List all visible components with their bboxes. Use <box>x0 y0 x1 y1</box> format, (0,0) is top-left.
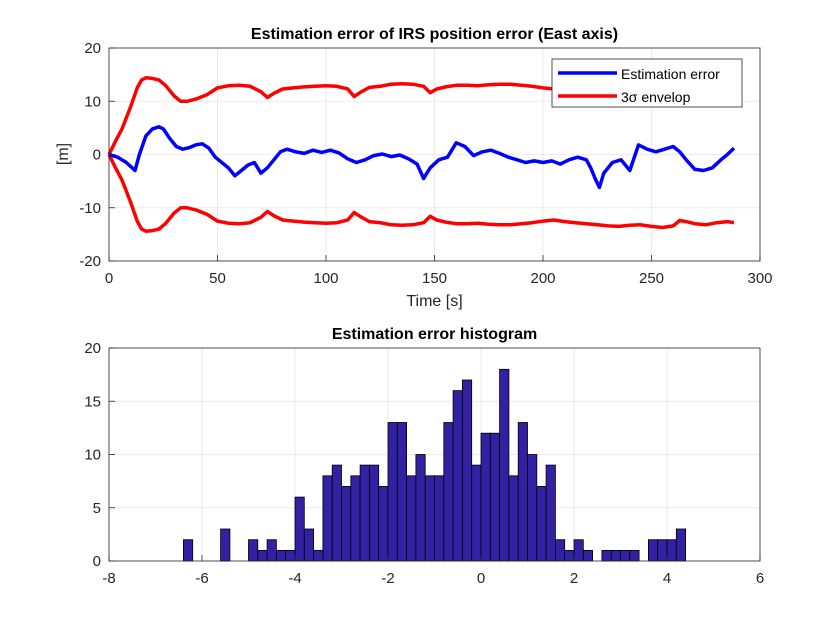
x-tick-label: 0 <box>105 270 113 287</box>
y-axis-label: [m] <box>55 143 72 165</box>
histogram-bar <box>499 368 510 562</box>
histogram-bar <box>331 464 342 562</box>
time-series-chart: 0 50 100 150 200 250 300 -20 -10 0 10 20 Estimation… <box>55 26 773 310</box>
histogram-bar <box>601 550 612 562</box>
histogram-bar <box>378 485 389 562</box>
histogram-bar <box>275 550 287 562</box>
x-tick-label: 100 <box>313 270 338 287</box>
x-axis-label: Time [s] <box>406 293 462 310</box>
x-tick-label: 50 <box>209 270 226 287</box>
tick-labels: -8 -6 -4 -2 0 2 4 6 0 5 10 15 20 <box>84 340 764 587</box>
histogram-bar <box>508 475 519 562</box>
histogram-bar <box>620 550 631 562</box>
histogram-bar <box>303 528 314 562</box>
x-tick-label: 250 <box>639 270 664 287</box>
histogram-bar <box>657 539 668 562</box>
legend-label-envelope: 3σ envelop <box>621 89 691 105</box>
x-tick-label: -8 <box>102 570 115 587</box>
x-tick-label: 4 <box>663 570 671 587</box>
chart-title: Estimation error of IRS position error (… <box>251 26 618 43</box>
legend-label-estimation-error: Estimation error <box>621 66 720 82</box>
x-tick-label: 6 <box>756 570 764 587</box>
x-tick-label: 150 <box>422 270 447 287</box>
y-tick-label: 0 <box>93 147 101 164</box>
histogram-bar <box>220 528 231 562</box>
estimation-error-line <box>108 125 736 190</box>
histogram-bar <box>582 550 593 562</box>
x-tick-label: -6 <box>195 570 208 587</box>
x-tick-label: 0 <box>477 570 485 587</box>
histogram-bar <box>564 550 575 562</box>
y-tick-label: -20 <box>79 253 101 270</box>
histogram-bar <box>406 475 417 562</box>
x-tick-label: -2 <box>381 570 394 587</box>
envelope-lower-line <box>107 153 735 233</box>
histogram-bar <box>266 539 277 562</box>
histogram-bar <box>527 454 538 562</box>
histogram-bar <box>461 379 473 562</box>
x-tick-label: 300 <box>747 270 772 287</box>
legend: Estimation error 3σ envelop <box>551 58 743 108</box>
histogram-bar <box>629 550 640 562</box>
histogram-bar <box>341 485 352 562</box>
histogram-bar <box>573 539 584 562</box>
histogram-bar <box>545 464 556 562</box>
histogram-bar <box>313 550 324 562</box>
histogram-bar <box>555 539 566 562</box>
y-tick-label: 5 <box>93 500 101 517</box>
histogram-bar <box>350 475 361 562</box>
histogram-bar <box>517 422 528 562</box>
histogram-bar <box>675 528 686 562</box>
y-tick-label: 20 <box>84 340 101 357</box>
histogram-bar <box>182 539 194 562</box>
histogram-bar <box>396 422 407 562</box>
histogram-bar <box>648 539 659 562</box>
histogram-bar <box>489 432 500 562</box>
histogram-bar <box>452 390 463 562</box>
x-tick-label: 200 <box>530 270 555 287</box>
chart-title: Estimation error histogram <box>332 326 537 343</box>
histogram-bar <box>368 464 380 562</box>
histogram-bar <box>322 475 333 562</box>
y-tick-label: -10 <box>79 200 101 217</box>
y-tick-label: 10 <box>84 93 101 110</box>
y-tick-label: 20 <box>84 40 101 57</box>
histogram-chart: -8 -6 -4 -2 0 2 4 6 0 5 10 15 20 Estimation error hi… <box>84 326 764 587</box>
histogram-bar <box>536 485 547 562</box>
y-tick-label: 15 <box>84 393 101 410</box>
histogram-bar <box>387 422 398 562</box>
x-tick-label: 2 <box>570 570 578 587</box>
histogram-bar <box>443 422 454 562</box>
histogram-bar <box>294 496 305 562</box>
histogram-bar <box>480 432 491 562</box>
histogram-bar <box>359 464 370 562</box>
legend-box <box>551 58 743 108</box>
y-tick-label: 10 <box>84 447 101 464</box>
x-tick-label: -4 <box>288 570 301 587</box>
histogram-bar <box>415 454 426 562</box>
histogram-bar <box>257 550 268 562</box>
tick-labels: 0 50 100 150 200 250 300 -20 -10 0 10 20 <box>79 40 772 287</box>
histogram-bar <box>424 475 435 562</box>
y-tick-label: 0 <box>93 553 101 570</box>
histogram-bar <box>434 475 445 562</box>
histogram-bar <box>285 550 296 562</box>
histogram-bar <box>471 464 482 562</box>
histogram-bar <box>666 539 677 562</box>
histogram-bar <box>248 539 259 562</box>
histogram-bar <box>610 550 621 562</box>
